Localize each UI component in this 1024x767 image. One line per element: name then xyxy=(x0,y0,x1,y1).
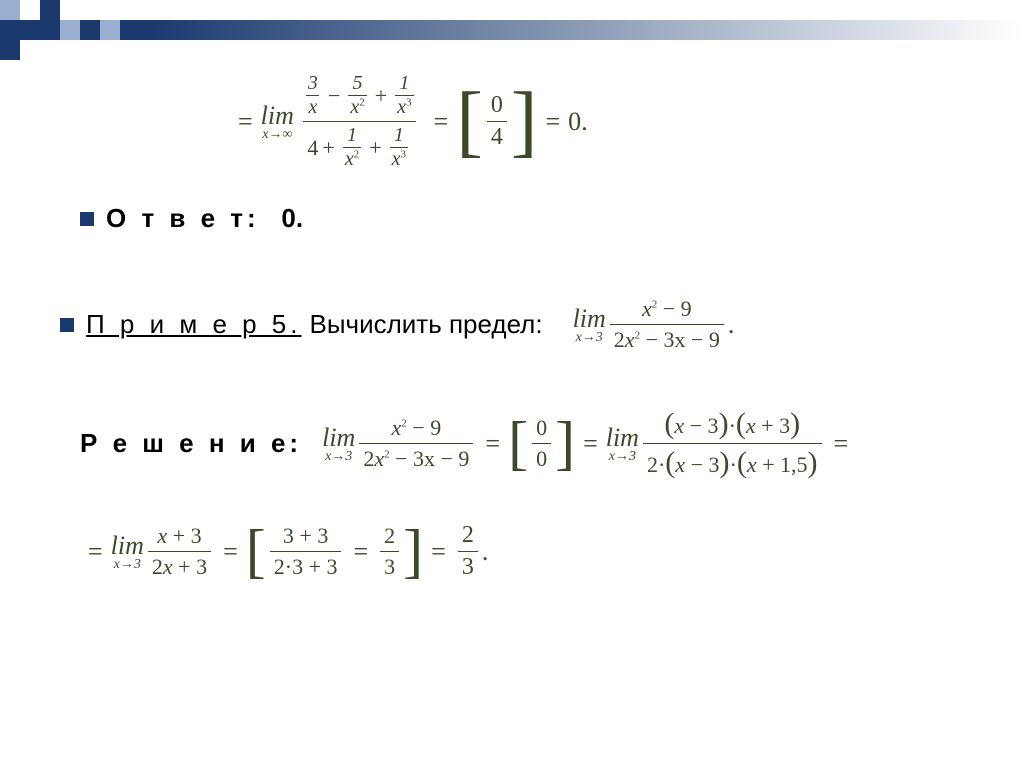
deco-square xyxy=(20,0,40,20)
example-5-line: П р и м е р 5. Вычислить предел: limx→3 … xyxy=(60,294,974,355)
deco-square xyxy=(100,0,120,20)
solution-label: Р е ш е н и е: xyxy=(80,428,302,459)
deco-square xyxy=(0,40,20,60)
answer-value: 0. xyxy=(281,203,303,233)
deco-square xyxy=(160,0,180,20)
solution-line-2: = limx→3 x + 3 2x + 3 = [ 3 + 32·3 + 3 =… xyxy=(80,517,974,586)
deco-square xyxy=(100,20,120,40)
deco-square xyxy=(120,0,140,20)
deco-square xyxy=(0,20,20,40)
deco-square xyxy=(40,20,60,40)
answer-label: О т в е т: xyxy=(106,203,260,233)
solution-line-1: Р е ш е н и е: limx→3 x2 − 9 2x2 − 3x − … xyxy=(80,405,974,482)
deco-square xyxy=(80,20,100,40)
deco-square xyxy=(40,40,60,60)
lim-sub: x→∞ xyxy=(262,127,292,143)
deco-square xyxy=(80,0,100,20)
bullet-icon xyxy=(60,318,74,332)
deco-square xyxy=(60,40,80,60)
deco-square xyxy=(20,40,40,60)
example-text: Вычислить предел: xyxy=(310,309,543,340)
deco-square xyxy=(0,0,20,20)
bullet-icon xyxy=(80,212,94,226)
deco-square xyxy=(160,20,180,40)
deco-square xyxy=(160,40,180,60)
deco-square xyxy=(120,20,140,40)
deco-square xyxy=(140,40,160,60)
deco-square xyxy=(40,0,60,20)
deco-square xyxy=(120,40,140,60)
corner-decoration xyxy=(0,0,180,60)
equation-1: = lim x→∞ 3x − 5x2 + 1x3 4 + 1x2 + 1x3 =… xyxy=(230,70,974,173)
slide-content: = lim x→∞ 3x − 5x2 + 1x3 4 + 1x2 + 1x3 =… xyxy=(50,60,974,586)
answer-line: О т в е т: 0. xyxy=(80,203,974,234)
deco-square xyxy=(100,40,120,60)
deco-square xyxy=(80,40,100,60)
deco-square xyxy=(60,0,80,20)
deco-square xyxy=(60,20,80,40)
deco-square xyxy=(140,20,160,40)
example-label: П р и м е р 5. xyxy=(86,309,302,340)
deco-square xyxy=(20,20,40,40)
deco-square xyxy=(140,0,160,20)
